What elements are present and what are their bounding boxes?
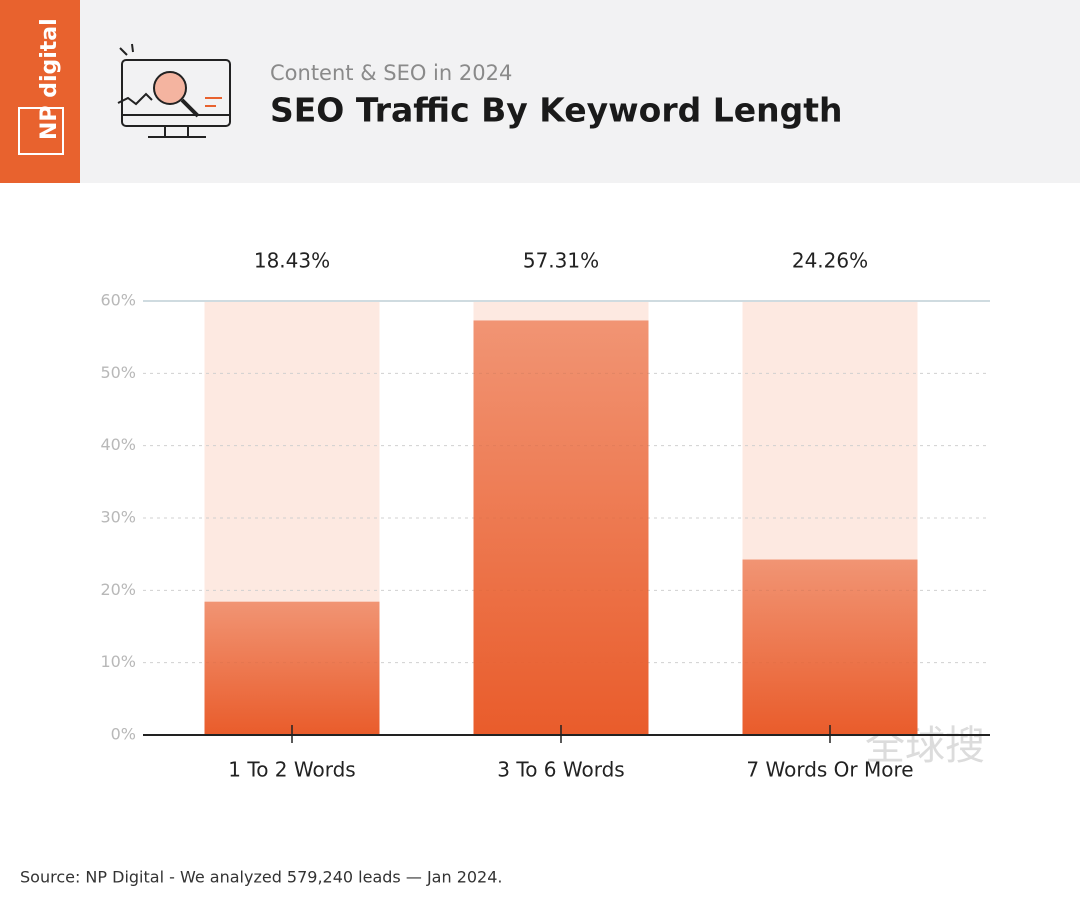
chart-subtitle: Content & SEO in 2024	[270, 61, 512, 85]
header-icon	[117, 43, 231, 138]
source-note: Source: NP Digital - We analyzed 579,240…	[20, 868, 503, 887]
chart-title: SEO Traffic By Keyword Length	[270, 91, 843, 130]
y-tick-label: 10%	[100, 652, 136, 671]
y-tick-label: 50%	[100, 363, 136, 382]
y-tick-label: 20%	[100, 580, 136, 599]
y-tick-label: 30%	[100, 508, 136, 527]
value-label: 24.26%	[792, 249, 868, 273]
y-tick-label: 40%	[100, 435, 136, 454]
logo-box	[18, 107, 64, 155]
bar	[204, 601, 380, 735]
y-tick-label: 0%	[111, 725, 136, 744]
logo-text: NP digital	[37, 18, 62, 140]
x-tick-label: 3 To 6 Words	[497, 758, 624, 782]
logo-panel	[0, 0, 80, 183]
value-label: 57.31%	[523, 249, 599, 273]
value-label: 18.43%	[254, 249, 330, 273]
bar	[473, 320, 649, 735]
x-tick-label: 1 To 2 Words	[228, 758, 355, 782]
bar	[742, 559, 918, 735]
x-tick-label: 7 Words Or More	[746, 758, 913, 782]
y-tick-label: 60%	[100, 291, 136, 310]
